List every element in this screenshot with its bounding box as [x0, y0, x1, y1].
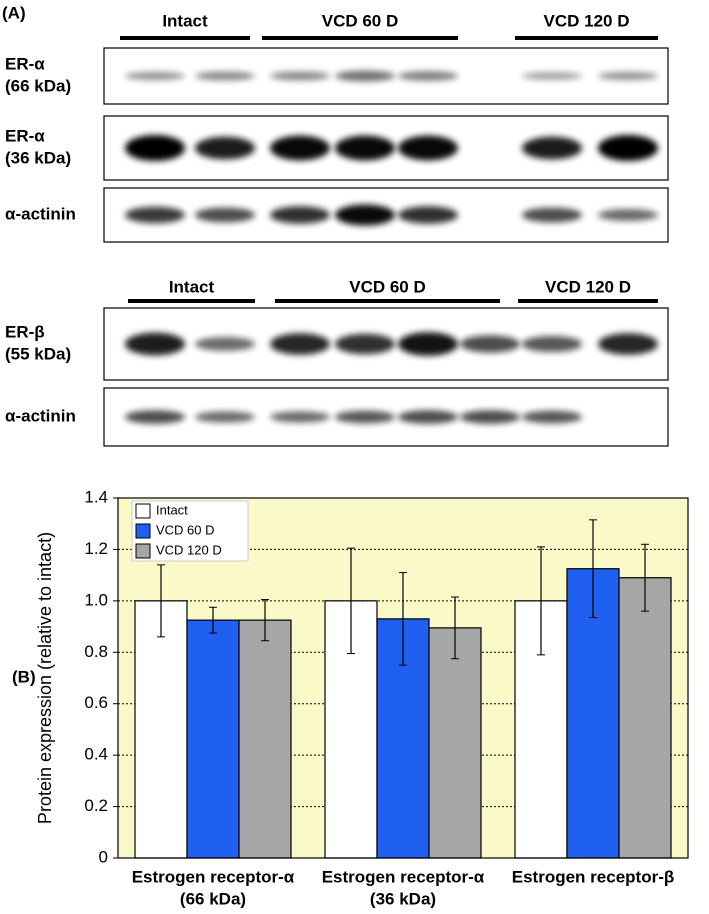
band: [398, 206, 458, 224]
band: [522, 72, 582, 80]
legend-label: VCD 120 D: [156, 542, 222, 557]
band: [195, 136, 255, 160]
bar: [428, 627, 482, 859]
band: [335, 135, 395, 161]
row-label: α-actinin: [5, 204, 76, 223]
x-tick-label: Estrogen receptor-α: [132, 867, 295, 886]
band: [125, 72, 185, 80]
band: [270, 411, 330, 423]
panel-label: (A): [2, 3, 26, 22]
legend-swatch: [135, 503, 151, 519]
band: [125, 410, 185, 424]
band: [398, 410, 458, 424]
band: [125, 332, 185, 356]
band: [598, 72, 658, 80]
band: [125, 135, 185, 161]
band: [335, 204, 395, 226]
band: [125, 206, 185, 224]
band: [195, 207, 255, 223]
bar: [134, 600, 188, 859]
band: [195, 337, 255, 351]
band: [522, 335, 582, 353]
band: [522, 136, 582, 160]
legend-label: VCD 60 D: [156, 522, 215, 537]
y-tick-label: 0.6: [84, 693, 108, 712]
group-label: VCD 120 D: [544, 11, 630, 30]
band: [335, 410, 395, 424]
band: [598, 333, 658, 355]
y-axis-label: Protein expression (relative to intact): [35, 532, 55, 824]
legend-box: [131, 500, 249, 562]
row-label: (66 kDa): [5, 76, 71, 95]
band: [460, 410, 520, 424]
bar: [186, 619, 240, 859]
x-tick-label: (66 kDa): [180, 889, 246, 908]
y-tick-label: 0.8: [84, 642, 108, 661]
x-tick-label: (36 kDa): [370, 889, 436, 908]
plot-frame: [117, 497, 689, 859]
row-label: (55 kDa): [5, 344, 71, 363]
group-label: Intact: [169, 277, 215, 296]
band: [598, 208, 658, 222]
group-label: VCD 60 D: [322, 11, 399, 30]
x-tick-label: Estrogen receptor-α: [322, 867, 485, 886]
row-label: α-actinin: [5, 406, 76, 425]
y-tick-label: 0.4: [84, 745, 108, 764]
row-label: ER-α: [5, 54, 45, 73]
band: [270, 71, 330, 81]
band: [270, 135, 330, 161]
legend-swatch: [135, 543, 151, 559]
band: [335, 333, 395, 355]
band: [522, 410, 582, 424]
panel-label: (B): [12, 667, 36, 686]
row-label: ER-α: [5, 126, 45, 145]
group-label: VCD 120 D: [545, 277, 631, 296]
bar: [618, 577, 672, 859]
band: [398, 135, 458, 161]
legend-label: Intact: [156, 502, 188, 517]
x-tick-label: Estrogen receptor-β: [512, 867, 674, 886]
band: [270, 333, 330, 355]
y-tick-label: 1.0: [84, 590, 108, 609]
band: [398, 332, 458, 356]
band: [522, 207, 582, 223]
row-label: (36 kDa): [5, 148, 71, 167]
band: [335, 70, 395, 82]
band: [270, 206, 330, 224]
y-tick-label: 1.4: [84, 487, 108, 506]
band: [460, 335, 520, 353]
y-tick-label: 0: [99, 847, 108, 866]
legend-swatch: [135, 523, 151, 539]
band: [598, 135, 658, 161]
y-tick-label: 1.2: [84, 539, 108, 558]
band: [195, 411, 255, 423]
band: [195, 71, 255, 81]
bar: [238, 619, 292, 859]
row-label: ER-β: [5, 322, 45, 341]
group-label: VCD 60 D: [349, 277, 426, 296]
group-label: Intact: [162, 11, 208, 30]
y-tick-label: 0.2: [84, 796, 108, 815]
band: [398, 71, 458, 81]
